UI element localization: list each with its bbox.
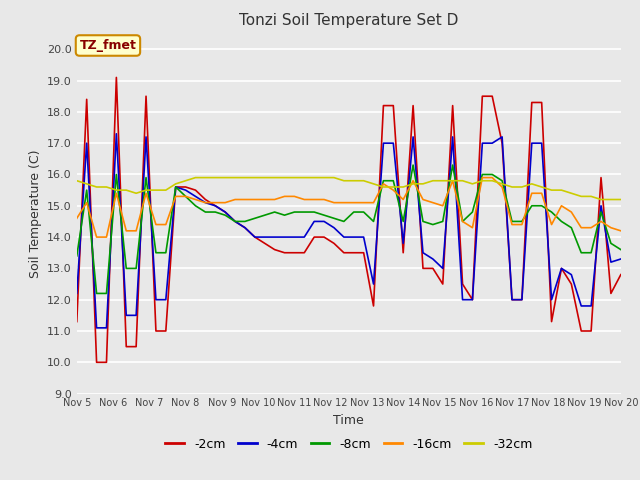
Legend: -2cm, -4cm, -8cm, -16cm, -32cm: -2cm, -4cm, -8cm, -16cm, -32cm bbox=[160, 433, 538, 456]
X-axis label: Time: Time bbox=[333, 414, 364, 427]
Y-axis label: Soil Temperature (C): Soil Temperature (C) bbox=[29, 149, 42, 278]
Title: Tonzi Soil Temperature Set D: Tonzi Soil Temperature Set D bbox=[239, 13, 458, 28]
Text: TZ_fmet: TZ_fmet bbox=[79, 39, 136, 52]
